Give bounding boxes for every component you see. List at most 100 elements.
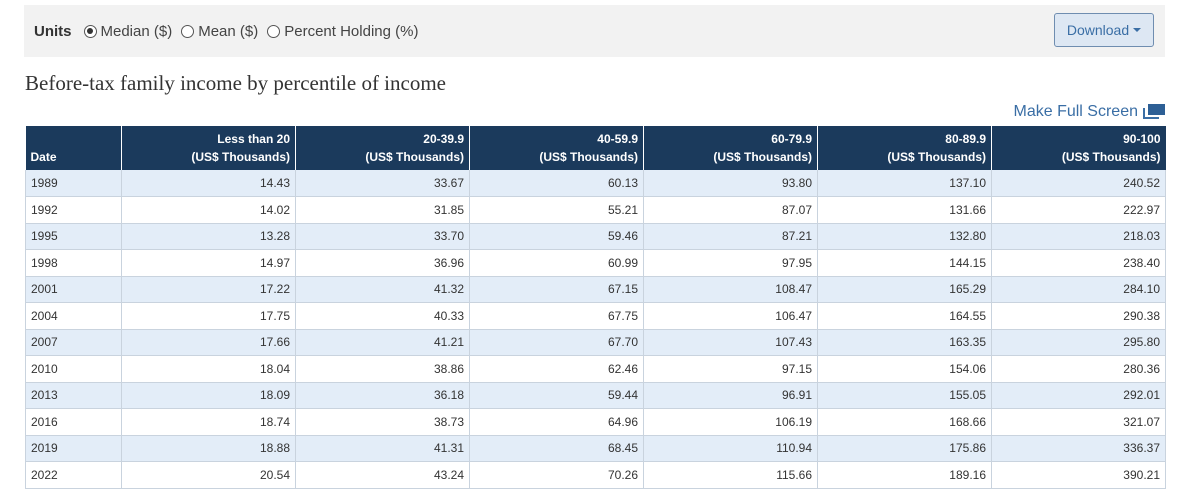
date-cell: 1995 bbox=[25, 223, 122, 250]
value-cell: 67.70 bbox=[469, 329, 644, 356]
make-full-screen-link[interactable]: Make Full Screen bbox=[1013, 103, 1165, 121]
table-row: 2013 18.09 36.18 59.44 96.91 155.05 292.01 bbox=[25, 382, 1166, 409]
value-cell: 106.47 bbox=[643, 302, 818, 330]
value-cell: 107.43 bbox=[643, 329, 818, 356]
table-row: 2019 18.88 41.31 68.45 110.94 175.86 336.37 bbox=[25, 435, 1166, 462]
value-cell: 70.26 bbox=[469, 461, 644, 489]
value-cell: 60.13 bbox=[469, 170, 644, 197]
value-cell: 93.80 bbox=[643, 170, 818, 197]
value-cell: 38.86 bbox=[295, 355, 470, 383]
column-header-range: 80-89.9 bbox=[945, 132, 986, 146]
value-cell: 64.96 bbox=[469, 408, 644, 436]
value-cell: 131.66 bbox=[817, 196, 992, 224]
table-row: 1995 13.28 33.70 59.46 87.21 132.80 218.03 bbox=[25, 223, 1166, 250]
value-cell: 67.15 bbox=[469, 276, 644, 303]
value-cell: 59.44 bbox=[469, 382, 644, 409]
fullscreen-label: Make Full Screen bbox=[1013, 103, 1139, 120]
date-cell: 2004 bbox=[25, 302, 122, 330]
radio-selected-icon[interactable] bbox=[83, 24, 97, 38]
income-table: Date Less than 20 (US$ Thousands) 20-39.9… bbox=[25, 126, 1166, 489]
table-header-row: Date Less than 20 (US$ Thousands) 20-39.9… bbox=[25, 126, 1166, 170]
column-header-range: Less than 20 bbox=[217, 132, 290, 146]
table-row: 1992 14.02 31.85 55.21 87.07 131.66 222.97 bbox=[25, 196, 1166, 224]
date-cell: 1998 bbox=[25, 249, 122, 277]
value-cell: 163.35 bbox=[817, 329, 992, 356]
value-cell: 41.31 bbox=[295, 435, 470, 462]
value-cell: 68.45 bbox=[469, 435, 644, 462]
value-cell: 36.18 bbox=[295, 382, 470, 409]
value-cell: 87.07 bbox=[643, 196, 818, 224]
radio-unselected-icon[interactable] bbox=[267, 24, 281, 38]
download-button[interactable]: Download bbox=[1054, 13, 1154, 47]
value-cell: 390.21 bbox=[991, 461, 1166, 489]
table-row: 2007 17.66 41.21 67.70 107.43 163.35 295.80 bbox=[25, 329, 1166, 356]
value-cell: 97.95 bbox=[643, 249, 818, 277]
table-body: 1989 14.43 33.67 60.13 93.80 137.10 240.52 1992… bbox=[25, 170, 1166, 489]
table-row: 2022 20.54 43.24 70.26 115.66 189.16 390.21 bbox=[25, 461, 1166, 489]
units-bar: Units Median ($) Mean ($) Percent Holdin… bbox=[24, 5, 1165, 57]
page-title: Before-tax family income by percentile o… bbox=[25, 71, 446, 95]
value-cell: 321.07 bbox=[991, 408, 1166, 436]
date-cell: 2019 bbox=[25, 435, 122, 462]
units-option-median[interactable]: Median ($) bbox=[83, 23, 172, 40]
date-cell: 2007 bbox=[25, 329, 122, 356]
units-label: Units bbox=[34, 22, 72, 40]
value-cell: 218.03 bbox=[991, 223, 1166, 250]
value-cell: 165.29 bbox=[817, 276, 992, 303]
column-header-unit: (US$ Thousands) bbox=[365, 150, 464, 164]
value-cell: 154.06 bbox=[817, 355, 992, 383]
download-label: Download bbox=[1066, 22, 1130, 38]
column-header[interactable]: 80-89.9 (US$ Thousands) bbox=[817, 126, 992, 170]
value-cell: 106.19 bbox=[643, 408, 818, 436]
date-cell: 2016 bbox=[25, 408, 122, 436]
column-header[interactable]: 20-39.9 (US$ Thousands) bbox=[295, 126, 470, 170]
value-cell: 18.74 bbox=[121, 408, 296, 436]
value-cell: 17.66 bbox=[121, 329, 296, 356]
column-header-range: 40-59.9 bbox=[597, 132, 638, 146]
value-cell: 292.01 bbox=[991, 382, 1166, 409]
value-cell: 290.38 bbox=[991, 302, 1166, 330]
table-row: 2010 18.04 38.86 62.46 97.15 154.06 280.36 bbox=[25, 355, 1166, 383]
value-cell: 55.21 bbox=[469, 196, 644, 224]
date-cell: 1992 bbox=[25, 196, 122, 224]
caret-down-icon bbox=[1133, 28, 1142, 32]
fullscreen-icon bbox=[1143, 103, 1165, 121]
value-cell: 33.67 bbox=[295, 170, 470, 197]
date-cell: 2022 bbox=[25, 461, 122, 489]
column-header-range: 60-79.9 bbox=[771, 132, 812, 146]
value-cell: 40.33 bbox=[295, 302, 470, 330]
units-option-label: Percent Holding (%) bbox=[284, 22, 419, 40]
column-header[interactable]: Less than 20 (US$ Thousands) bbox=[121, 126, 296, 170]
value-cell: 17.75 bbox=[121, 302, 296, 330]
value-cell: 41.32 bbox=[295, 276, 470, 303]
table-row: 2001 17.22 41.32 67.15 108.47 165.29 284.10 bbox=[25, 276, 1166, 303]
value-cell: 189.16 bbox=[817, 461, 992, 489]
value-cell: 144.15 bbox=[817, 249, 992, 277]
column-header[interactable]: 90-100 (US$ Thousands) bbox=[991, 126, 1166, 170]
value-cell: 31.85 bbox=[295, 196, 470, 224]
column-header-unit: (US$ Thousands) bbox=[887, 150, 986, 164]
value-cell: 284.10 bbox=[991, 276, 1166, 303]
column-header-date[interactable]: Date bbox=[25, 126, 122, 170]
value-cell: 36.96 bbox=[295, 249, 470, 277]
units-option-mean[interactable]: Mean ($) bbox=[181, 23, 258, 40]
units-option-percent-holding[interactable]: Percent Holding (%) bbox=[267, 23, 418, 40]
value-cell: 41.21 bbox=[295, 329, 470, 356]
value-cell: 38.73 bbox=[295, 408, 470, 436]
units-option-label: Mean ($) bbox=[198, 22, 259, 40]
column-header[interactable]: 60-79.9 (US$ Thousands) bbox=[643, 126, 818, 170]
value-cell: 14.97 bbox=[121, 249, 296, 277]
value-cell: 14.43 bbox=[121, 170, 296, 197]
table-row: 1989 14.43 33.67 60.13 93.80 137.10 240.52 bbox=[25, 170, 1166, 197]
value-cell: 18.04 bbox=[121, 355, 296, 383]
value-cell: 18.09 bbox=[121, 382, 296, 409]
date-cell: 2013 bbox=[25, 382, 122, 409]
value-cell: 108.47 bbox=[643, 276, 818, 303]
value-cell: 17.22 bbox=[121, 276, 296, 303]
value-cell: 240.52 bbox=[991, 170, 1166, 197]
column-header[interactable]: 40-59.9 (US$ Thousands) bbox=[469, 126, 644, 170]
radio-unselected-icon[interactable] bbox=[181, 24, 195, 38]
table-row: 2016 18.74 38.73 64.96 106.19 168.66 321.07 bbox=[25, 408, 1166, 436]
table-row: 1998 14.97 36.96 60.99 97.95 144.15 238.40 bbox=[25, 249, 1166, 277]
value-cell: 67.75 bbox=[469, 302, 644, 330]
